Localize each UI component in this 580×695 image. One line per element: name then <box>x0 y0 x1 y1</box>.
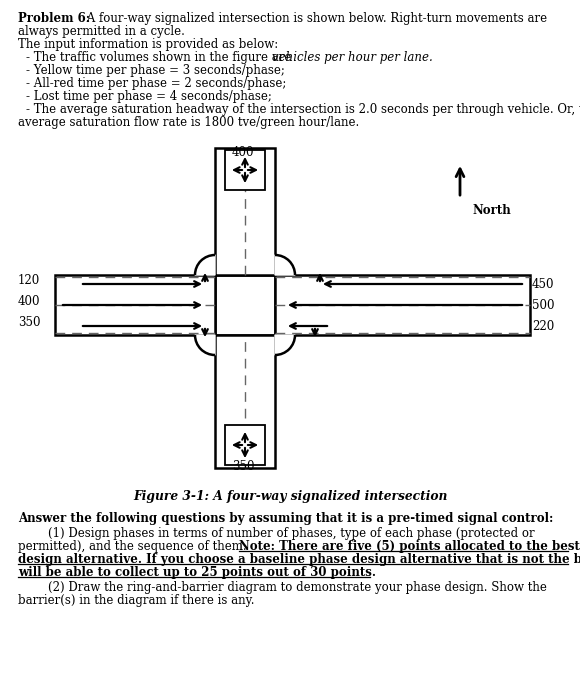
Text: 350: 350 <box>18 316 41 329</box>
Bar <box>275 275 530 335</box>
Wedge shape <box>275 335 295 355</box>
Bar <box>215 148 275 275</box>
Text: 120: 120 <box>18 274 40 287</box>
Text: Problem 6:: Problem 6: <box>18 12 90 25</box>
Text: design alternative. If you choose a baseline phase design alternative that is no: design alternative. If you choose a base… <box>18 553 580 566</box>
Wedge shape <box>275 255 295 275</box>
Text: barrier(s) in the diagram if there is any.: barrier(s) in the diagram if there is an… <box>18 594 255 607</box>
Text: A four-way signalized intersection is shown below. Right-turn movements are: A four-way signalized intersection is sh… <box>83 12 547 25</box>
Bar <box>215 335 275 468</box>
Text: vehicles per hour per lane.: vehicles per hour per lane. <box>272 51 433 64</box>
Text: Figure 3-1: A four-way signalized intersection: Figure 3-1: A four-way signalized inters… <box>133 490 447 503</box>
Text: 400: 400 <box>232 146 254 159</box>
Text: average saturation flow rate is 1800 tve/green hour/lane.: average saturation flow rate is 1800 tve… <box>18 116 359 129</box>
Text: - Lost time per phase = 4 seconds/phase;: - Lost time per phase = 4 seconds/phase; <box>26 90 272 103</box>
Text: always permitted in a cycle.: always permitted in a cycle. <box>18 25 185 38</box>
Text: 450: 450 <box>532 278 554 291</box>
Text: 220: 220 <box>532 320 554 333</box>
Text: 350: 350 <box>232 460 254 473</box>
Text: (1) Design phases in terms of number of phases, type of each phase (protected or: (1) Design phases in terms of number of … <box>18 527 535 540</box>
Text: - The traffic volumes shown in the figure are: - The traffic volumes shown in the figur… <box>26 51 295 64</box>
Text: The input information is provided as below:: The input information is provided as bel… <box>18 38 278 51</box>
Text: North: North <box>472 204 511 217</box>
Bar <box>225 425 265 465</box>
Text: permitted), and the sequence of them.: permitted), and the sequence of them. <box>18 540 251 553</box>
Text: - All-red time per phase = 2 seconds/phase;: - All-red time per phase = 2 seconds/pha… <box>26 77 287 90</box>
Text: will be able to collect up to 25 points out of 30 points.: will be able to collect up to 25 points … <box>18 566 376 579</box>
Wedge shape <box>195 255 215 275</box>
Text: 400: 400 <box>18 295 41 308</box>
Text: - The average saturation headway of the intersection is 2.0 seconds per through : - The average saturation headway of the … <box>26 103 580 116</box>
Wedge shape <box>195 335 215 355</box>
Text: (2) Draw the ring-and-barrier diagram to demonstrate your phase design. Show the: (2) Draw the ring-and-barrier diagram to… <box>18 581 547 594</box>
Text: - Yellow time per phase = 3 seconds/phase;: - Yellow time per phase = 3 seconds/phas… <box>26 64 285 77</box>
Text: Answer the following questions by assuming that it is a pre-timed signal control: Answer the following questions by assumi… <box>18 512 553 525</box>
Text: 500: 500 <box>532 299 554 312</box>
Bar <box>225 150 265 190</box>
Bar <box>55 275 215 335</box>
Bar <box>215 275 275 335</box>
Text: Note: There are five (5) points allocated to the best: Note: There are five (5) points allocate… <box>239 540 580 553</box>
